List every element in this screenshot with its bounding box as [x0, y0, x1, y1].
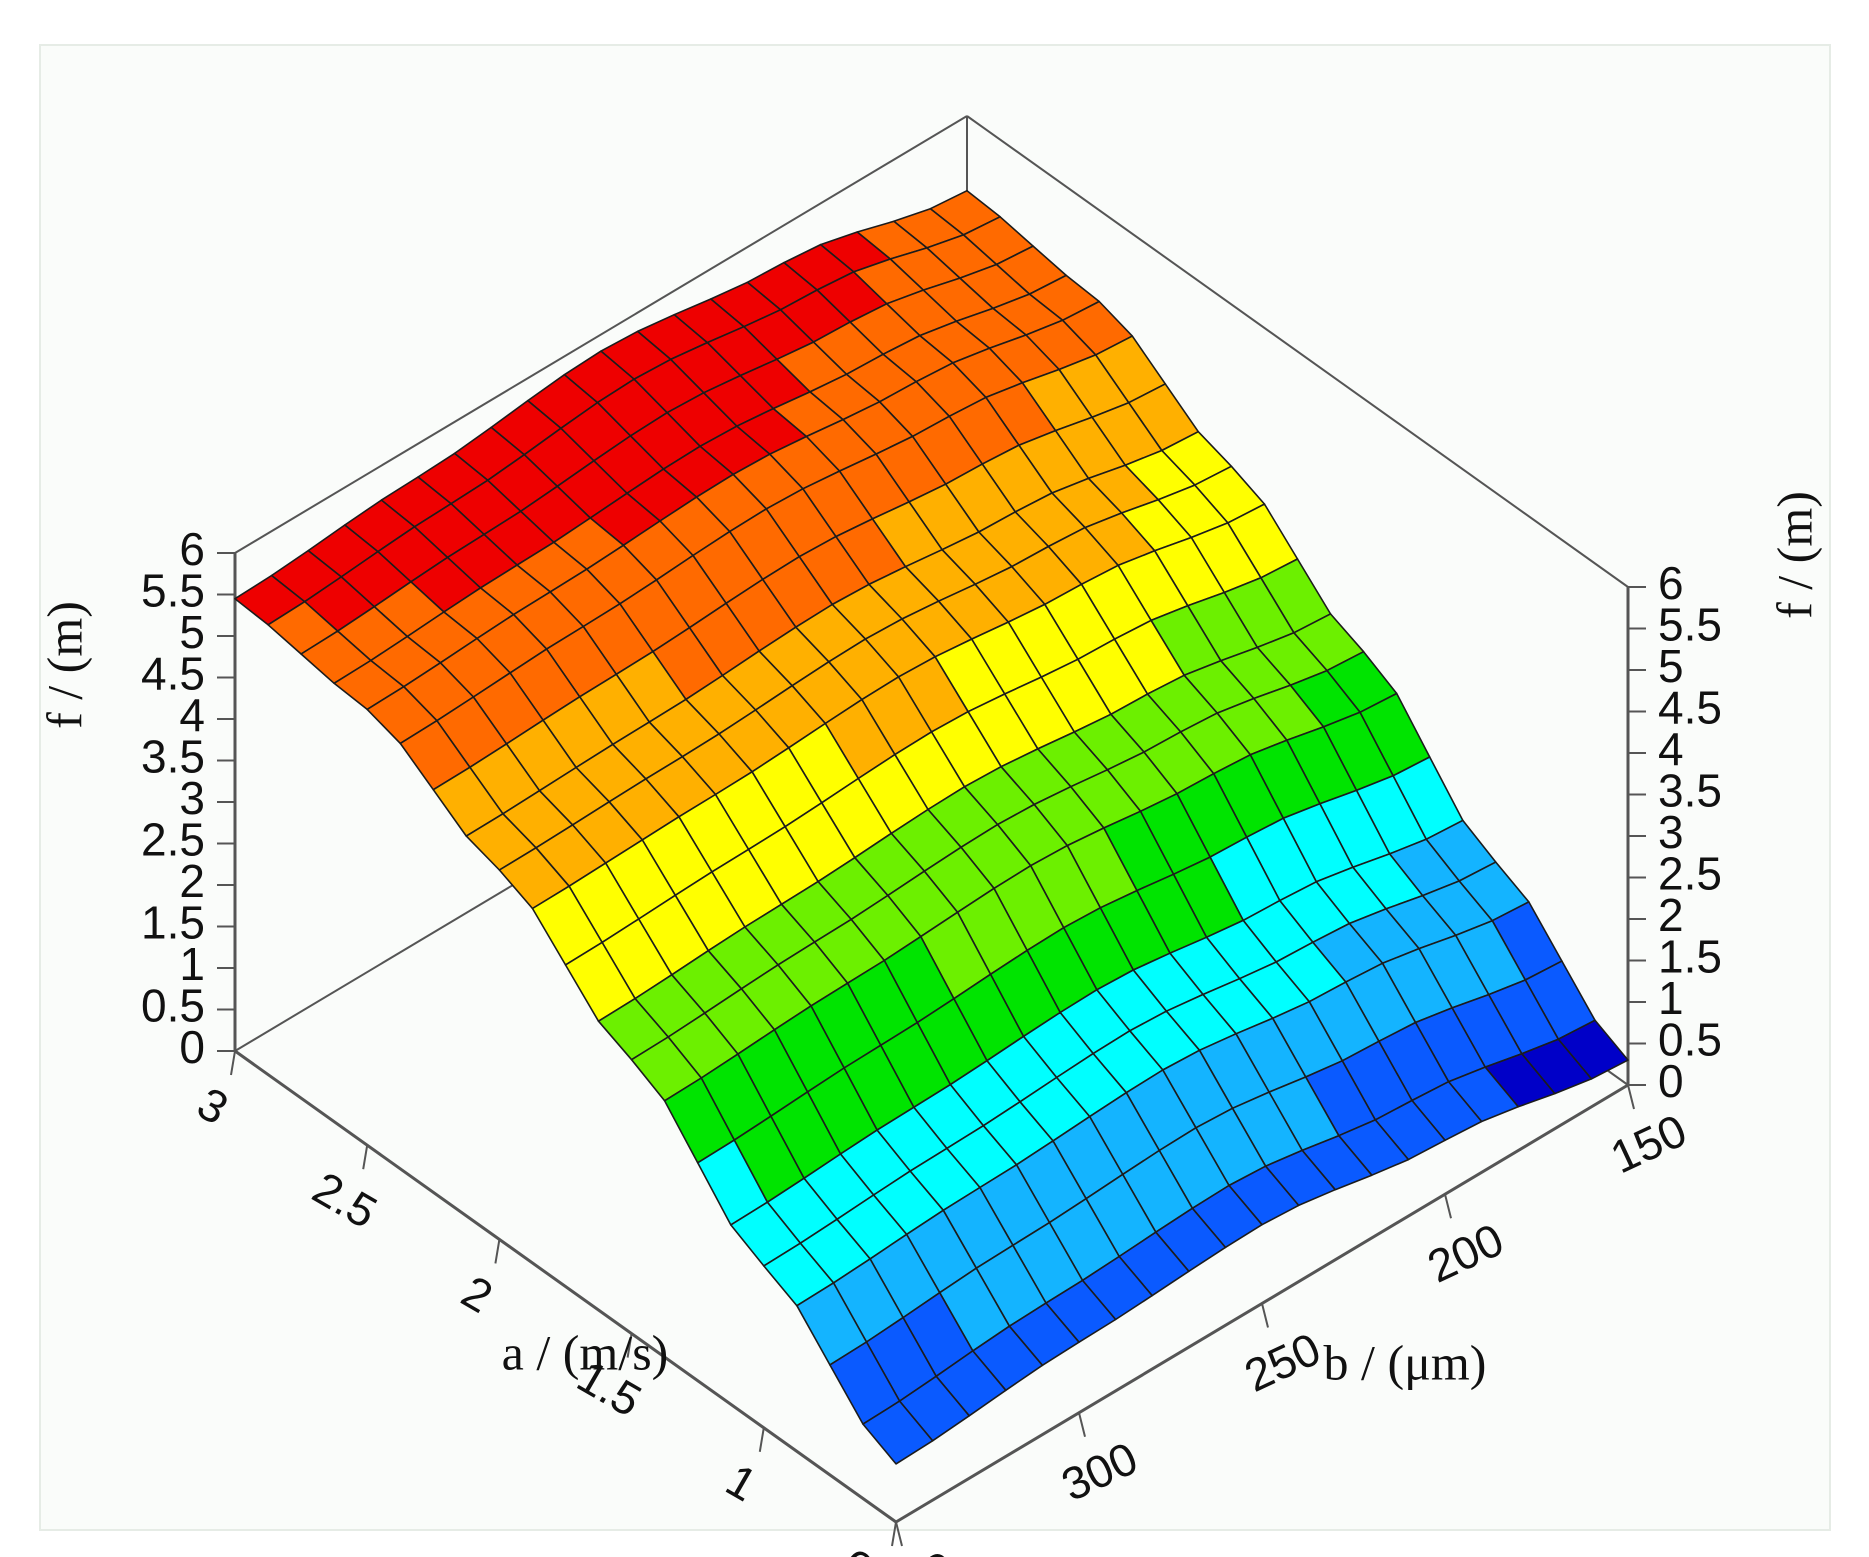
z-tick-label-left: 6	[179, 523, 205, 575]
z-tick-label-left: 3.5	[141, 731, 205, 783]
z-tick-label-left: 1.5	[141, 897, 205, 949]
z-tick-label-left: 4.5	[141, 648, 205, 700]
z-tick-label-right: 1	[1658, 972, 1684, 1024]
z-tick-label-right: 5.5	[1658, 599, 1722, 651]
z-tick-label-left: 1	[179, 938, 205, 990]
b-tick	[1627, 1084, 1635, 1110]
a-axis-title: a / (m/s)	[502, 1324, 669, 1380]
z-axis-title-left: f / (m)	[36, 601, 92, 729]
a-tick	[626, 1333, 633, 1358]
axis-labels: f / (m) f / (m) a / (m/s) b / (μm)	[36, 491, 1822, 1390]
top-edge-left	[234, 115, 968, 554]
a-axis-line	[234, 1049, 897, 1524]
z-axis-title-right: f / (m)	[1766, 491, 1822, 619]
z-tick-label-left: 5.5	[141, 565, 205, 617]
surface	[234, 189, 1629, 1465]
z-tick-label-left: 2.5	[141, 814, 205, 866]
b-tick	[895, 1521, 903, 1547]
z-tick-label-left: 3	[179, 772, 205, 824]
b-axis-title: b / (μm)	[1324, 1334, 1487, 1390]
z-tick-label-left: 5	[179, 606, 205, 658]
z-tick-label-left: 0	[179, 1021, 205, 1073]
surface-patch	[862, 1400, 934, 1465]
z-tick-label-right: 0.5	[1658, 1014, 1722, 1066]
z-tick-label-right: 3.5	[1658, 765, 1722, 817]
z-tick-label-right: 1.5	[1658, 931, 1722, 983]
z-tick-label-left: 4	[179, 689, 205, 741]
z-tick-label-right: 0	[1658, 1055, 1684, 1107]
a-tick	[494, 1239, 501, 1264]
z-tick-label-right: 2.5	[1658, 848, 1722, 900]
z-tick-label-right: 6	[1658, 557, 1684, 609]
z-tick-label-right: 4	[1658, 723, 1684, 775]
b-tick	[1078, 1412, 1086, 1437]
b-tick	[1261, 1303, 1269, 1328]
z-tick-label-right: 4.5	[1658, 682, 1722, 734]
b-tick	[1444, 1194, 1452, 1219]
z-tick-label-right: 5	[1658, 640, 1684, 692]
z-tick-label-left: 2	[179, 855, 205, 907]
a-tick-label: 0.5	[833, 1538, 914, 1557]
a-tick	[230, 1050, 236, 1076]
z-tick-label-right: 2	[1658, 889, 1684, 941]
a-tick	[891, 1521, 897, 1547]
a-tick	[362, 1145, 369, 1170]
z-tick-label-left: 0.5	[141, 980, 205, 1032]
z-tick-label-right: 3	[1658, 806, 1684, 858]
top-edge-right	[966, 115, 1629, 588]
a-tick	[758, 1427, 765, 1452]
